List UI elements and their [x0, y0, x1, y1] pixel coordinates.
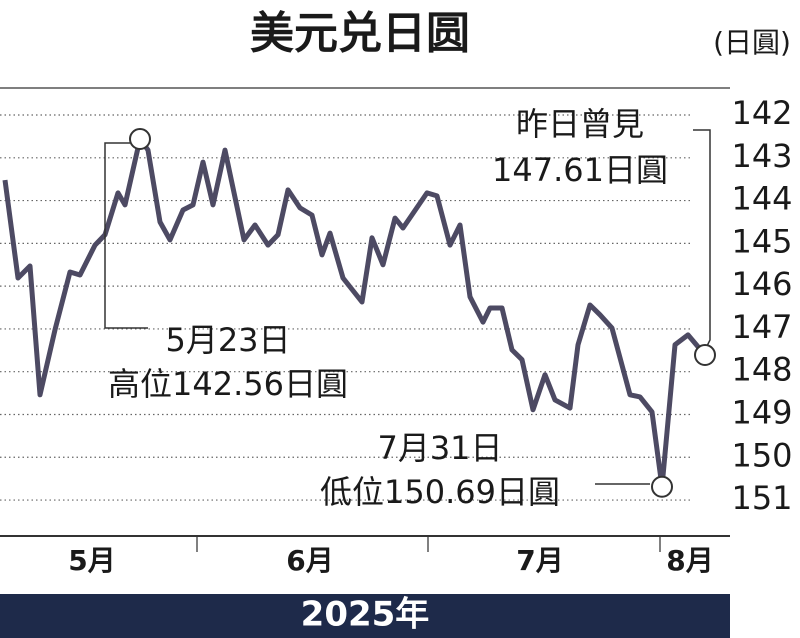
y-tick-label: 148	[731, 351, 792, 389]
annotation-text: 高位142.56日圓	[108, 365, 348, 403]
x-tick-label: 6月	[286, 544, 333, 577]
y-tick-label: 150	[731, 436, 792, 474]
y-tick-label: 146	[731, 265, 792, 303]
annotation-text: 低位150.69日圓	[320, 473, 560, 511]
y-tick-label: 145	[731, 222, 792, 260]
y-tick-label: 149	[731, 393, 792, 431]
year-band	[0, 594, 730, 638]
line-series	[2, 136, 707, 490]
highlight-point	[694, 344, 716, 367]
x-axis-title: 2025年	[301, 595, 430, 635]
leader-line	[693, 129, 711, 349]
annotation-text: 昨日曾見	[516, 105, 644, 143]
x-tick-label: 5月	[68, 544, 115, 577]
y-tick-label: 144	[731, 180, 792, 218]
unit-label: (日圓)	[713, 26, 791, 59]
leader-line	[104, 142, 148, 329]
y-tick-label: 151	[731, 479, 792, 517]
annotation-text: 5月23日	[165, 321, 290, 359]
y-tick-label: 143	[731, 137, 792, 175]
highlight-point	[129, 127, 151, 150]
annotation-text: 7月31日	[377, 429, 502, 467]
y-tick-label: 142	[731, 94, 792, 132]
highlight-point	[651, 475, 673, 498]
chart-title: 美元兑日圆	[250, 8, 470, 59]
x-tick-label: 8月	[666, 544, 713, 577]
y-tick-label: 147	[731, 308, 792, 346]
x-tick-label: 7月	[516, 544, 563, 577]
annotation-text: 147.61日圓	[492, 151, 668, 189]
